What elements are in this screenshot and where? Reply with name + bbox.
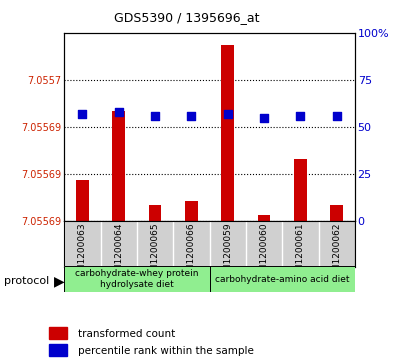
Bar: [76, 180, 89, 221]
Point: [152, 113, 159, 119]
Text: ▶: ▶: [54, 274, 65, 288]
Text: transformed count: transformed count: [78, 329, 175, 339]
Bar: [210, 266, 355, 292]
Text: GSM1200061: GSM1200061: [296, 223, 305, 284]
Point: [297, 113, 304, 119]
Text: GSM1200064: GSM1200064: [114, 223, 123, 283]
Bar: [185, 201, 198, 221]
Bar: [294, 159, 307, 221]
Bar: [221, 45, 234, 221]
Point: [333, 113, 340, 119]
Bar: [149, 205, 161, 221]
Text: carbohydrate-whey protein
hydrolysate diet: carbohydrate-whey protein hydrolysate di…: [75, 269, 199, 289]
Text: GSM1200065: GSM1200065: [151, 223, 160, 284]
Text: percentile rank within the sample: percentile rank within the sample: [78, 346, 254, 356]
Text: protocol: protocol: [4, 276, 49, 286]
Text: carbohydrate-amino acid diet: carbohydrate-amino acid diet: [215, 275, 349, 284]
Point: [79, 111, 86, 117]
Point: [115, 109, 122, 115]
Bar: [112, 111, 125, 221]
Point: [261, 115, 267, 121]
Bar: [49, 327, 67, 339]
Text: GDS5390 / 1395696_at: GDS5390 / 1395696_at: [110, 11, 259, 24]
Point: [188, 113, 195, 119]
Text: GSM1200059: GSM1200059: [223, 223, 232, 284]
Text: GSM1200062: GSM1200062: [332, 223, 341, 283]
Point: [225, 111, 231, 117]
Text: GSM1200063: GSM1200063: [78, 223, 87, 284]
Bar: [330, 205, 343, 221]
Text: GSM1200060: GSM1200060: [259, 223, 269, 284]
Bar: [49, 344, 67, 356]
Text: GSM1200066: GSM1200066: [187, 223, 196, 284]
Bar: [258, 215, 271, 221]
Bar: [64, 266, 210, 292]
